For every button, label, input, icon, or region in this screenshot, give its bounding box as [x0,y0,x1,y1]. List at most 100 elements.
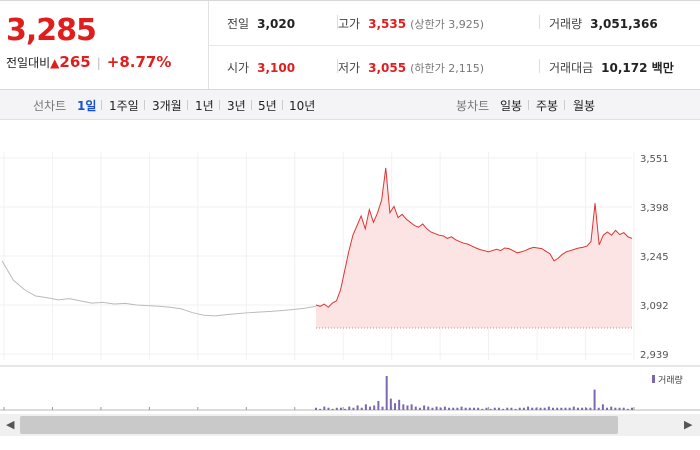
volume-bar [381,406,384,410]
scroll-right-icon[interactable]: ▶ [684,418,693,431]
volume-bar [315,407,317,410]
volume-bar [506,407,509,410]
stats-row-1: 전일 3,020 고가 3,535 (상한가 3,925) 거래량 3,051,366 [209,1,700,46]
y-tick-label: 3,551 [640,154,669,165]
y-tick-label: 3,092 [640,301,669,312]
volume-bar [597,407,600,410]
volume-bar [576,407,579,410]
up-arrow-icon: ▲ [50,56,60,70]
tab-daily[interactable]: 일봉 [500,99,523,113]
stat-divider [337,15,338,29]
chart-scrollbar[interactable]: ◀ ▶ [0,414,700,436]
volume-bar [464,407,467,410]
volume-series: 거래량 [315,374,683,410]
volume-bar [385,376,388,410]
volume-bar [418,407,421,410]
change-label: 전일대비 [6,56,51,70]
volume-bar [339,407,342,410]
tab-1d[interactable]: 1일 [77,99,97,113]
line-chart-label: 선차트 [33,99,67,113]
volume-bar [448,407,451,410]
volume-bar [402,404,405,410]
tab-5y[interactable]: 5년 [258,99,277,113]
volume-bar [435,406,438,410]
stat-divider [337,59,338,73]
stat-value: 3,020 [257,17,296,31]
price-panel: 3,285 전일대비▲265 | +8.77% [0,1,209,89]
volume-legend-label: 거래량 [658,374,683,386]
volume-bar [493,407,496,410]
volume-bar [531,407,534,410]
today-area [316,167,632,329]
volume-bar [485,407,488,410]
volume-bar [335,407,338,410]
stat-value: 3,055 [368,61,407,75]
tab-10y[interactable]: 10년 [289,99,316,113]
stat-label: 거래대금 [549,61,594,75]
volume-bar [601,404,604,410]
scrollbar-thumb[interactable] [20,416,618,434]
volume-bar [547,406,550,410]
price-series [1,167,633,329]
stat-prev-close: 전일 3,020 [227,15,295,32]
volume-bar [414,406,417,410]
volume-bar [456,407,459,410]
volume-bar [427,406,430,410]
quote-summary: 3,285 전일대비▲265 | +8.77% 전일 3,020 고가 3,535 (상한… [0,0,700,90]
candle-chart-label: 봉차트 [456,99,490,113]
volume-bar [564,407,567,410]
y-tick-label: 2,939 [640,350,669,361]
volume-bar [319,408,322,410]
volume-bar [481,408,484,410]
stat-open: 시가 3,100 [227,59,295,76]
volume-bar [589,407,592,410]
volume-bar [431,407,434,410]
stat-trade-value: 거래대금 10,172 백만 [549,59,674,76]
volume-bar [572,406,575,410]
stat-high: 고가 3,535 (상한가 3,925) [338,15,484,32]
volume-bar [356,405,359,410]
volume-bar [348,406,351,410]
tab-1w[interactable]: 1주일 [109,99,139,113]
volume-bar [360,407,363,410]
tab-3y[interactable]: 3년 [227,99,246,113]
stat-value: 3,051,366 [590,17,658,31]
stat-value: 3,100 [257,61,296,75]
volume-bar [389,398,392,410]
tab-1y[interactable]: 1년 [195,99,214,113]
tab-monthly[interactable]: 월봉 [573,99,596,113]
volume-bar [552,407,554,410]
price-chart: 3,551 3,398 3,245 3,092 2,939 거래량 [0,152,700,411]
y-tick-label: 3,245 [640,252,669,263]
stat-value: 3,535 [368,17,407,31]
volume-bar [593,389,596,410]
tab-3m[interactable]: 3개월 [152,99,182,113]
volume-bar [618,407,621,410]
tab-divider [187,100,188,110]
stat-label: 전일 [227,17,250,31]
volume-bar [373,405,376,410]
volume-bar [614,407,617,410]
tab-weekly[interactable]: 주봉 [536,99,559,113]
tab-divider [219,100,220,110]
stat-divider [539,59,540,73]
volume-bar [423,405,426,410]
volume-bar [352,407,355,410]
volume-bar [327,407,330,410]
stat-label: 저가 [338,61,361,75]
volume-bar [489,408,492,410]
volume-bar [443,406,446,410]
tab-divider [564,100,565,110]
volume-bar [543,407,546,410]
volume-bar [518,407,521,410]
stat-divider [539,15,540,29]
volume-bar [556,407,559,410]
change-percent: +8.77% [106,53,172,71]
stat-volume: 거래량 3,051,366 [549,15,658,32]
tab-divider [101,100,102,110]
stat-label: 시가 [227,61,250,75]
scroll-left-icon[interactable]: ◀ [6,418,15,431]
volume-bar [622,407,625,410]
change-separator: | [96,56,101,70]
volume-bar [535,407,538,410]
